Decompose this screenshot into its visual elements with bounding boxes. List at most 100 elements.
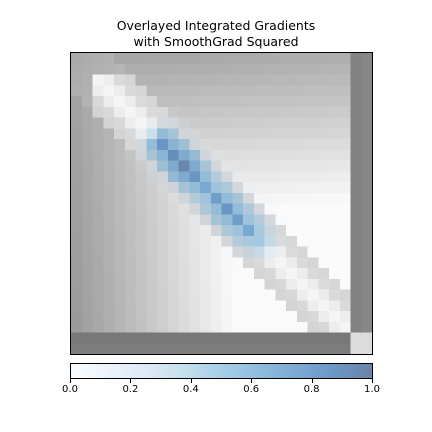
- heatmap-cell: [243, 257, 255, 269]
- heatmap-cell: [329, 235, 341, 248]
- heatmap-cell: [296, 203, 309, 215]
- heatmap-cell: [253, 128, 266, 140]
- heatmap-cell: [253, 246, 266, 258]
- heatmap-cell: [103, 343, 115, 354]
- heatmap-cell: [178, 171, 190, 183]
- heatmap-cell: [135, 268, 147, 280]
- colorbar-segment: [276, 364, 283, 378]
- heatmap-cell: [286, 225, 298, 237]
- heatmap-cell: [103, 225, 115, 237]
- heatmap-cell: [124, 96, 137, 108]
- heatmap-cell: [232, 278, 244, 291]
- heatmap-cell: [178, 246, 190, 258]
- heatmap-cell: [318, 106, 330, 119]
- heatmap-cell: [286, 343, 298, 354]
- heatmap-cell: [307, 53, 319, 65]
- heatmap-cell: [264, 203, 276, 215]
- heatmap-cell: [200, 74, 212, 86]
- heatmap-cell: [189, 289, 201, 301]
- heatmap-cell: [135, 106, 147, 119]
- heatmap-cell: [71, 53, 83, 65]
- heatmap-cell: [135, 160, 147, 172]
- heatmap-cell: [178, 278, 190, 291]
- heatmap-cell: [167, 160, 180, 172]
- heatmap-cell: [135, 128, 147, 140]
- heatmap-cell: [339, 53, 352, 65]
- heatmap-cell: [339, 106, 352, 119]
- heatmap-cell: [361, 257, 372, 269]
- heatmap-cell: [243, 63, 255, 76]
- heatmap-cell: [189, 85, 201, 97]
- heatmap-cell: [189, 203, 201, 215]
- heatmap-cell: [135, 343, 147, 354]
- heatmap-cell: [329, 63, 341, 76]
- heatmap-cell: [200, 246, 212, 258]
- heatmap-cell: [81, 278, 94, 291]
- heatmap-cell: [135, 278, 147, 291]
- heatmap-cell: [275, 203, 287, 215]
- colorbar-tick: [130, 379, 132, 383]
- heatmap-cell: [167, 106, 180, 119]
- heatmap-cell: [114, 96, 126, 108]
- heatmap-cell: [243, 106, 255, 119]
- heatmap-cell: [339, 182, 352, 194]
- heatmap-cell: [71, 160, 83, 172]
- heatmap-cell: [135, 53, 147, 65]
- heatmap-cell: [114, 225, 126, 237]
- heatmap-cell: [275, 214, 287, 226]
- heatmap-cell: [103, 235, 115, 248]
- heatmap-cell: [135, 214, 147, 226]
- heatmap-cell: [350, 321, 362, 334]
- heatmap-cell: [124, 182, 137, 194]
- heatmap-cell: [361, 321, 372, 334]
- heatmap-cell: [307, 257, 319, 269]
- heatmap-cell: [200, 321, 212, 334]
- heatmap-cell: [350, 257, 362, 269]
- heatmap-cell: [71, 85, 83, 97]
- heatmap-cell: [81, 300, 94, 312]
- heatmap-cell: [296, 278, 309, 291]
- heatmap-cell: [275, 332, 287, 344]
- heatmap-cell: [339, 235, 352, 248]
- heatmap-cell: [232, 343, 244, 354]
- heatmap-cell: [253, 63, 266, 76]
- heatmap-cell: [157, 246, 169, 258]
- heatmap-cell: [200, 343, 212, 354]
- heatmap-cell: [318, 63, 330, 76]
- heatmap-cell: [264, 192, 276, 205]
- heatmap-cell: [350, 160, 362, 172]
- heatmap-cell: [210, 139, 223, 151]
- heatmap-cell: [286, 171, 298, 183]
- heatmap-cell: [286, 289, 298, 301]
- heatmap-cell: [178, 128, 190, 140]
- heatmap-cell: [135, 246, 147, 258]
- heatmap-cell: [221, 171, 233, 183]
- heatmap-cell: [232, 96, 244, 108]
- heatmap-cell: [92, 203, 104, 215]
- heatmap-cell: [146, 235, 158, 248]
- heatmap-cell: [264, 332, 276, 344]
- heatmap-cell: [135, 332, 147, 344]
- heatmap-cell: [296, 53, 309, 65]
- heatmap-cell: [71, 203, 83, 215]
- heatmap-cell: [114, 332, 126, 344]
- colorbar-segment: [106, 364, 112, 378]
- heatmap-cell: [92, 171, 104, 183]
- colorbar-tick-label: 0.6: [243, 384, 260, 395]
- heatmap-cell: [200, 117, 212, 129]
- heatmap-cell: [221, 203, 233, 215]
- heatmap-cell: [189, 106, 201, 119]
- heatmap-cell: [114, 117, 126, 129]
- heatmap-cell: [200, 278, 212, 291]
- heatmap-cell: [92, 278, 104, 291]
- heatmap-cell: [210, 53, 223, 65]
- heatmap-cell: [189, 63, 201, 76]
- heatmap-cell: [361, 96, 372, 108]
- heatmap-cell: [210, 278, 223, 291]
- heatmap-cell: [167, 235, 180, 248]
- heatmap-cell: [232, 128, 244, 140]
- heatmap-cell: [253, 225, 266, 237]
- heatmap-cell: [339, 85, 352, 97]
- heatmap-cell: [114, 128, 126, 140]
- heatmap-cell: [296, 300, 309, 312]
